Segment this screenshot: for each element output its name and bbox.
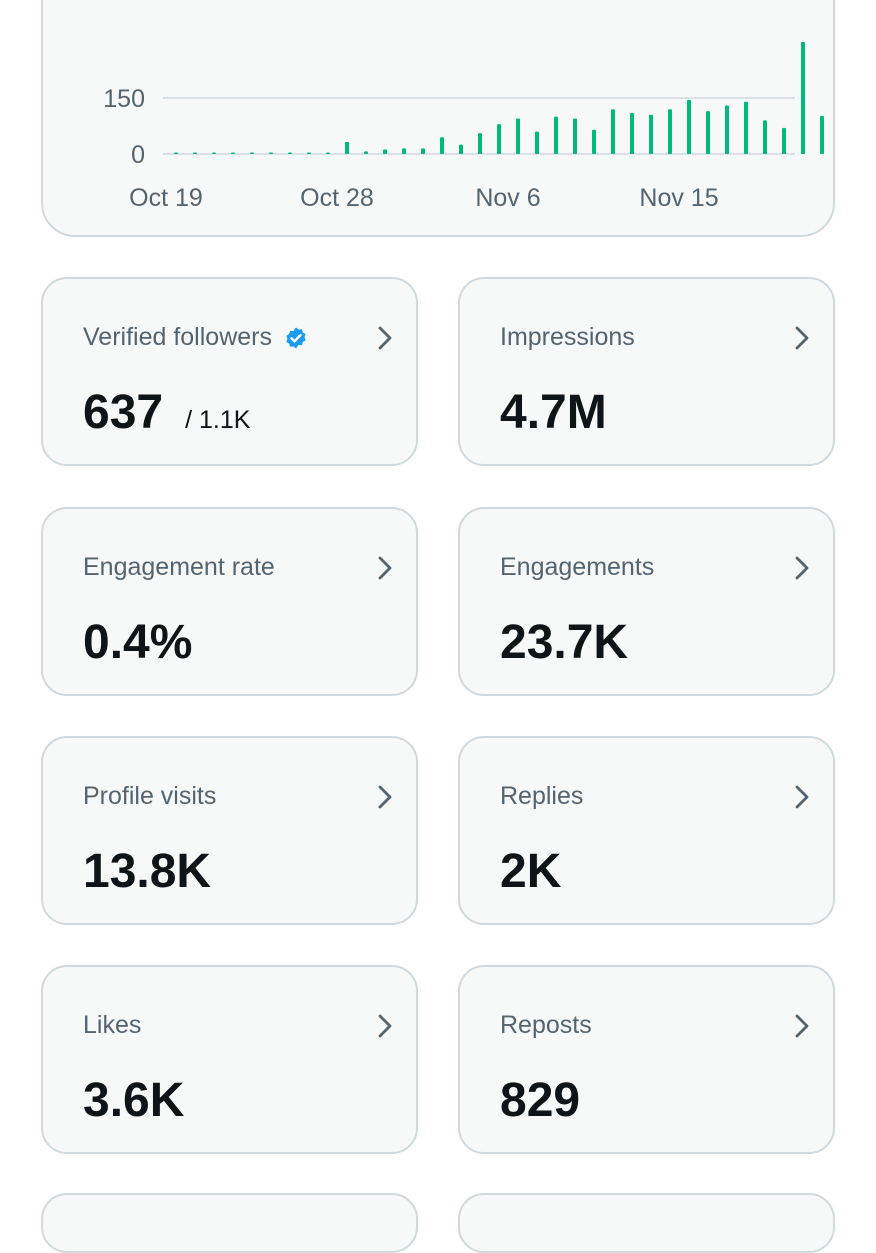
metric-label-text: Verified followers (83, 323, 272, 351)
bar (649, 114, 653, 154)
bar (402, 148, 406, 154)
metric-value: 829 (500, 1074, 581, 1127)
chevron-right-icon[interactable] (372, 323, 398, 353)
bar (345, 142, 349, 154)
chevron-right-icon[interactable] (372, 1011, 398, 1041)
chevron-right-icon[interactable] (789, 553, 815, 583)
bar (554, 116, 558, 154)
bar-chart: 0 150 Oct 19 Oct 28 Nov 6 Nov 15 (103, 42, 824, 212)
metric-value: 0.4% (83, 616, 193, 669)
bar (459, 144, 463, 154)
bar (573, 118, 577, 154)
metric-label: Profile visits (83, 782, 217, 810)
chevron-right-icon[interactable] (372, 782, 398, 812)
bar (174, 152, 178, 154)
bar (592, 129, 596, 154)
bar (421, 148, 425, 154)
bar (820, 115, 824, 154)
metric-value: 3.6K (83, 1074, 185, 1127)
bar (801, 42, 805, 154)
metric-label: Engagement rate (83, 553, 275, 581)
metric-card-partial[interactable] (458, 1193, 835, 1253)
bar (763, 120, 767, 154)
bar (725, 105, 729, 154)
bar (364, 151, 368, 154)
bar (212, 152, 216, 154)
metric-value: 637 / 1.1K (83, 385, 250, 440)
metric-card-likes[interactable]: Likes 3.6K (41, 965, 418, 1154)
bar (231, 152, 235, 154)
chevron-right-icon[interactable] (372, 553, 398, 583)
bar (706, 111, 710, 154)
metric-label: Engagements (500, 553, 655, 581)
bar (782, 127, 786, 154)
metric-label: Likes (83, 1011, 142, 1039)
metric-card-replies[interactable]: Replies 2K (458, 736, 835, 925)
metric-card-impressions[interactable]: Impressions 4.7M (458, 277, 835, 466)
metric-card-reposts[interactable]: Reposts 829 (458, 965, 835, 1154)
bar (516, 118, 520, 154)
bar (383, 149, 387, 154)
metric-card-verified-followers[interactable]: Verified followers 637 / 1.1K (41, 277, 418, 466)
bar (535, 131, 539, 154)
metric-value: 4.7M (500, 386, 607, 439)
chevron-right-icon[interactable] (789, 782, 815, 812)
bar (630, 112, 634, 154)
bar (744, 101, 748, 154)
metric-label: Impressions (500, 323, 635, 351)
metric-label: Replies (500, 782, 584, 810)
metric-value: 23.7K (500, 616, 629, 669)
metric-value-text: 637 (83, 386, 164, 439)
metric-value: 2K (500, 845, 562, 898)
y-tick-label: 150 (103, 85, 145, 113)
y-tick-label: 0 (131, 141, 145, 169)
x-tick-label: Oct 28 (300, 184, 374, 212)
verified-badge-icon (286, 327, 306, 348)
bar (687, 99, 691, 154)
metric-card-engagement-rate[interactable]: Engagement rate 0.4% (41, 507, 418, 696)
bar (478, 133, 482, 154)
bar (326, 152, 330, 154)
metric-label: Reposts (500, 1011, 592, 1039)
metric-card-partial[interactable] (41, 1193, 418, 1253)
metric-card-profile-visits[interactable]: Profile visits 13.8K (41, 736, 418, 925)
bar (497, 124, 501, 154)
metric-sub-value: / 1.1K (185, 406, 251, 434)
chevron-right-icon[interactable] (789, 1011, 815, 1041)
x-tick-label: Oct 19 (129, 184, 203, 212)
bar (611, 109, 615, 154)
bar (307, 152, 311, 154)
bar (288, 152, 292, 154)
bar (269, 152, 273, 154)
chevron-right-icon[interactable] (789, 323, 815, 353)
metric-label: Verified followers (83, 323, 308, 352)
bar (668, 109, 672, 154)
bar (250, 152, 254, 154)
impressions-chart-card: 0 150 Oct 19 Oct 28 Nov 6 Nov 15 (41, 0, 835, 237)
x-tick-label: Nov 15 (639, 184, 718, 212)
bar (440, 137, 444, 154)
x-tick-label: Nov 6 (475, 184, 540, 212)
metric-card-engagements[interactable]: Engagements 23.7K (458, 507, 835, 696)
bar (193, 152, 197, 154)
metric-value: 13.8K (83, 845, 212, 898)
